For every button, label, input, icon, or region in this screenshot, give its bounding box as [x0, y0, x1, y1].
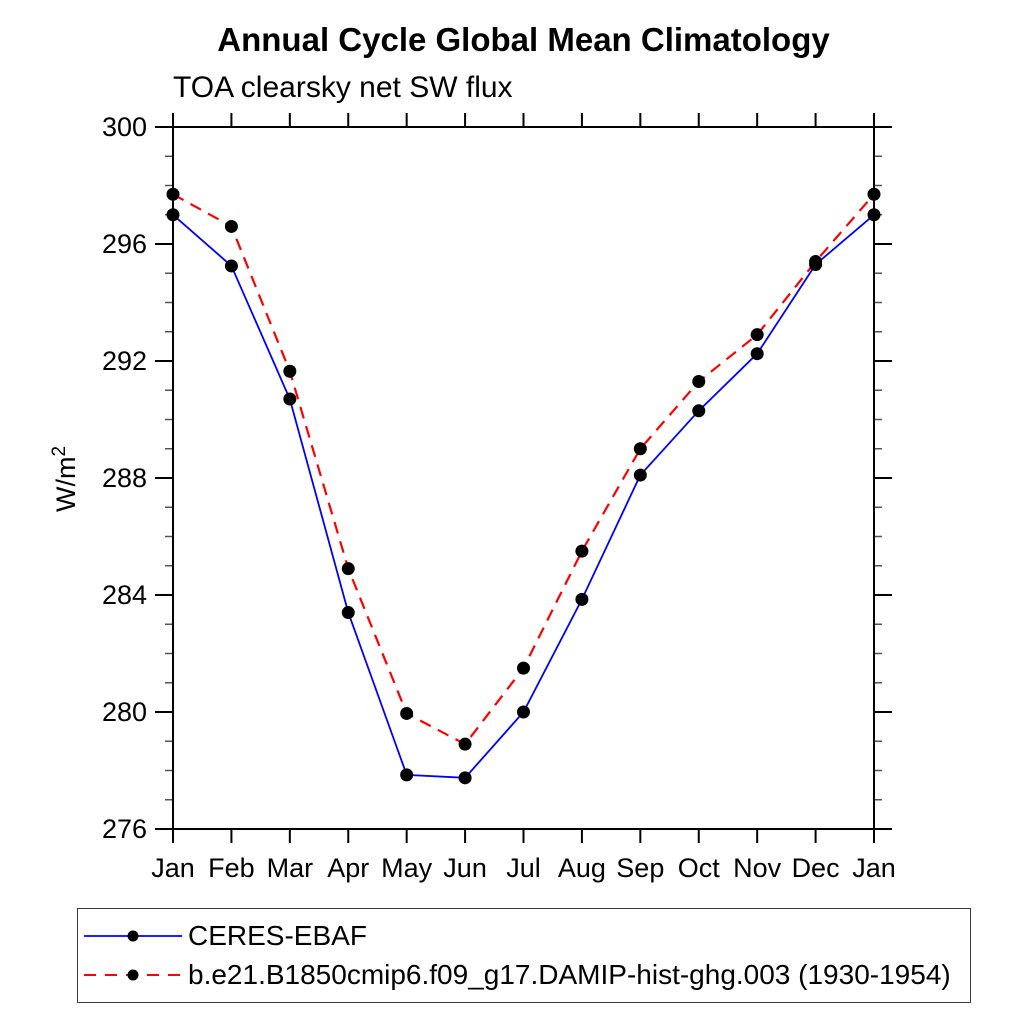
data-point-marker-series-1: [750, 328, 764, 342]
data-point-marker-series-0: [283, 392, 297, 406]
chart-title: Annual Cycle Global Mean Climatology: [217, 21, 830, 58]
data-point-marker-series-0: [400, 768, 414, 782]
x-tick-label: Jun: [443, 853, 487, 883]
x-tick-label: Nov: [733, 853, 782, 883]
y-tick-label: 288: [102, 463, 147, 493]
legend-marker-dot: [127, 969, 139, 981]
x-tick-label: Jan: [852, 853, 896, 883]
legend-label-model: b.e21.B1850cmip6.f09_g17.DAMIP-hist-ghg.…: [188, 959, 951, 990]
data-point-marker-series-1: [809, 255, 823, 269]
x-tick-label: Apr: [327, 853, 369, 883]
legend-entry-model: b.e21.B1850cmip6.f09_g17.DAMIP-hist-ghg.…: [82, 959, 970, 990]
data-point-marker-series-1: [400, 706, 414, 720]
data-point-marker-series-0: [750, 347, 764, 361]
data-point-marker-series-0: [692, 404, 706, 418]
y-tick-label: 276: [102, 814, 147, 844]
x-tick-label: Dec: [792, 853, 840, 883]
data-point-marker-series-1: [575, 544, 589, 558]
data-point-marker-series-1: [633, 442, 647, 456]
data-point-marker-series-0: [458, 771, 472, 785]
data-point-marker-series-0: [633, 468, 647, 482]
data-point-marker-series-1: [692, 374, 706, 388]
data-point-marker-series-1: [166, 187, 180, 201]
data-point-marker-series-1: [517, 661, 530, 675]
x-tick-label: Jul: [506, 853, 541, 883]
x-tick-label: Feb: [208, 853, 255, 883]
plot-frame: [172, 126, 875, 830]
y-tick-label: 284: [102, 580, 147, 610]
legend-sample-line-solid: [84, 930, 182, 942]
x-tick-label: Mar: [267, 853, 314, 883]
x-tick-label: May: [381, 853, 433, 883]
legend-marker-dot: [127, 930, 139, 942]
y-tick-label: 292: [102, 346, 147, 376]
data-point-marker-series-1: [458, 737, 472, 751]
y-tick-label: 300: [102, 112, 147, 142]
chart-subtitle: TOA clearsky net SW flux: [173, 71, 513, 104]
data-point-marker-series-1: [283, 364, 297, 378]
data-point-marker-series-0: [575, 592, 589, 606]
data-point-marker-series-0: [166, 208, 180, 222]
data-point-marker-series-1: [224, 219, 238, 233]
y-tick-label: 280: [102, 697, 147, 727]
data-point-marker-series-0: [517, 705, 530, 719]
data-point-marker-series-0: [867, 208, 881, 222]
y-tick-label: 296: [102, 229, 147, 259]
data-point-marker-series-1: [341, 562, 355, 576]
legend-sample-line-dashed: [84, 969, 182, 981]
legend-entry-ceres-ebaf: CERES-EBAF: [82, 920, 970, 951]
legend-label-ceres-ebaf: CERES-EBAF: [188, 920, 367, 951]
legend-box: CERES-EBAF b.e21.B1850cmip6.f09_g17.DAMI…: [77, 908, 971, 1003]
x-tick-label: Jan: [151, 853, 195, 883]
x-tick-label: Oct: [678, 853, 721, 883]
x-tick-label: Sep: [616, 853, 664, 883]
data-point-marker-series-0: [341, 606, 355, 620]
data-point-marker-series-1: [867, 187, 881, 201]
data-point-marker-series-0: [224, 259, 238, 273]
series-line-0: [172, 214, 875, 779]
x-tick-label: Aug: [558, 853, 606, 883]
